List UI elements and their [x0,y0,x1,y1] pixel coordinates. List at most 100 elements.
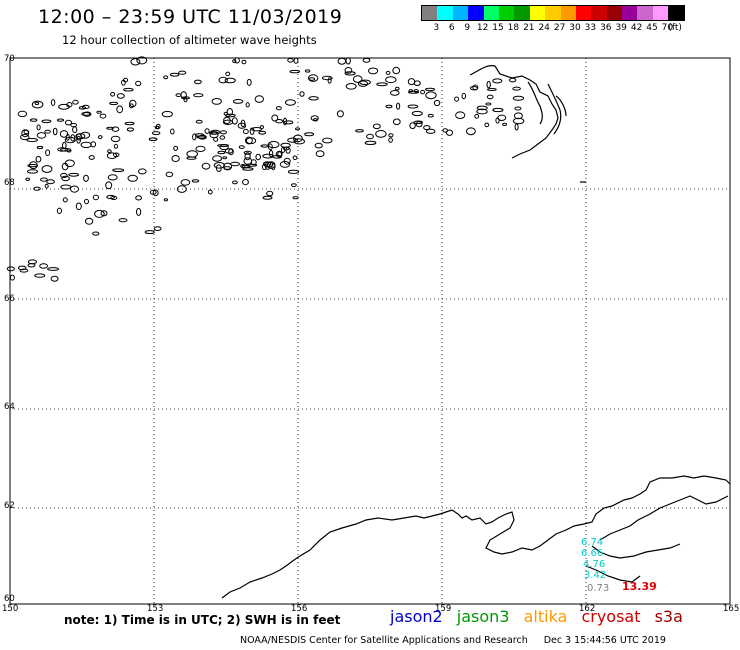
ice-contour [88,155,95,160]
legend-swatch [637,6,653,20]
ice-contour [110,92,116,97]
ice-contour [255,153,262,161]
ice-contour [90,141,97,148]
ice-contour [512,117,525,125]
ice-contour [390,90,400,96]
ice-contour [512,86,521,91]
ice-contour [217,150,226,155]
ice-contour [327,77,332,84]
ice-contour [230,161,240,167]
ice-contour [223,166,231,170]
ice-contour [425,128,436,134]
ice-contour [78,106,87,110]
ice-contour [34,101,40,106]
legend-label: 27 [553,23,566,33]
ice-contour [245,102,250,108]
ice-contour [238,145,245,150]
ice-contour [295,127,300,131]
ice-contour [345,83,357,90]
ice-contour [124,121,135,126]
ice-contour [121,79,126,86]
legend-label: 12 [476,23,489,33]
ice-contour [60,184,72,190]
ice-contour [19,268,29,273]
ice-contour [209,131,219,135]
ice-contour [268,150,274,158]
ice-contour [170,128,175,135]
ice-contour [509,77,517,83]
legend-label: 70 [661,23,674,33]
ice-contour [17,265,27,271]
ice-contour [275,106,282,111]
ice-contour [35,155,42,163]
ice-contour [357,80,369,87]
satellite-cryosat: cryosat [581,607,641,626]
ice-contour [250,159,257,166]
ice-contour [47,267,60,271]
ice-contour [165,171,174,178]
ice-contour [135,195,143,201]
legend-swatch [560,6,576,20]
legend-swatch [668,6,684,20]
ice-contour [153,226,162,232]
ice-contour [106,126,114,130]
ice-contour [34,273,46,278]
ice-contour [512,95,525,101]
ice-contour [244,152,251,161]
ice-contour [107,174,118,181]
ice-contour [251,127,263,132]
ice-contour [27,259,38,265]
ice-contour [344,67,353,74]
ice-contour [392,66,401,75]
legend-label: 45 [646,23,658,33]
ice-contour [76,135,81,144]
ice-contour [94,209,105,218]
ice-contour [514,106,522,111]
ice-contour [455,111,466,119]
ice-contour [194,79,202,85]
satellite-s3a: s3a [654,607,683,626]
ice-contour [322,137,333,144]
ice-contour [385,104,393,109]
legend-swatch [483,6,499,20]
ice-contour [41,165,53,173]
ice-contour [271,114,279,122]
satellite-jason3: jason3 [456,607,510,626]
legend-label: 33 [584,23,597,33]
lon-label-162: 162 [579,604,595,614]
lon-label-159: 159 [435,604,451,614]
ice-contour [427,113,434,118]
ice-contour [366,133,374,140]
legend-swatch [591,6,607,20]
satellite-altika: altika [523,607,568,626]
ice-contour [231,117,238,125]
ice-contour [375,130,387,138]
lat-labels: 70 68 66 64 62 60 [4,54,15,604]
ice-contour [106,152,118,159]
ice-contour [112,152,120,158]
ice-contour [362,57,371,63]
ice-contour [151,131,161,136]
ice-contour [29,161,38,170]
ice-contour [492,107,504,113]
ice-contour [279,161,291,168]
ice-contour [283,120,294,125]
ice-contour [352,75,363,83]
ice-contour [161,110,173,118]
ice-contour [50,275,59,282]
ice-contour [407,90,420,94]
ice-contour [60,172,68,179]
ice-contour [446,129,453,136]
ice-contour [36,132,47,139]
legend-label: 6 [448,23,455,33]
ice-contour [293,57,299,64]
ice-contour [92,231,100,236]
ice-contour [407,78,416,86]
ice-contour [282,117,288,126]
ice-contour [485,102,492,106]
credit-agency: NOAA/NESDIS Center for Satellite Applica… [240,635,528,646]
ice-contour [268,143,273,151]
ice-contour [21,129,30,138]
ice-contours [6,56,525,282]
ice-contour [98,135,103,140]
